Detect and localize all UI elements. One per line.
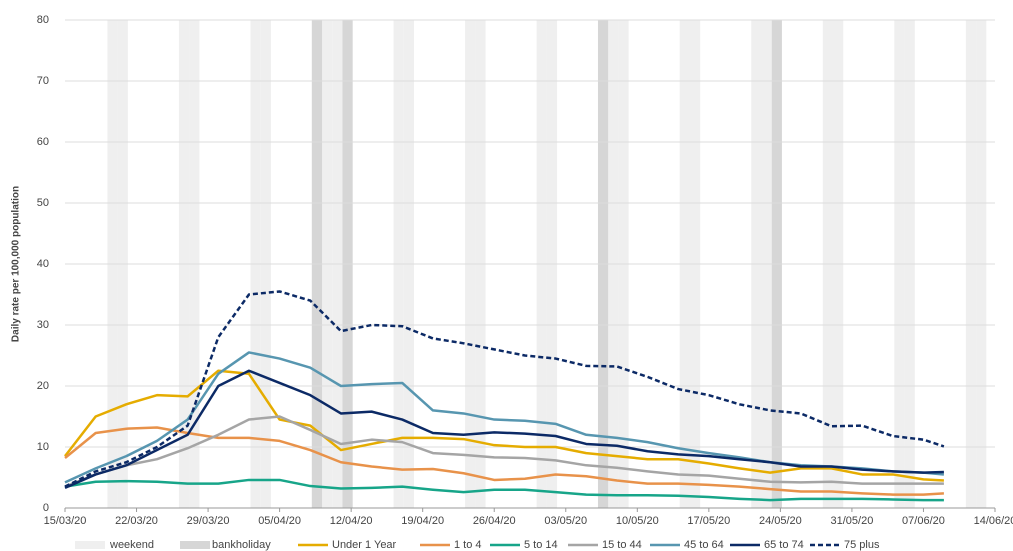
legend-label: 15 to 44 [602,539,642,551]
y-axis-label: Daily rate per 100,000 population [11,186,22,342]
x-tick-label: 10/05/20 [616,515,659,527]
x-tick-label: 24/05/20 [759,515,802,527]
y-tick-label: 40 [37,258,49,270]
x-tick-label: 31/05/20 [831,515,874,527]
legend-label: 1 to 4 [454,539,482,551]
x-tick-label: 19/04/20 [401,515,444,527]
x-tick-label: 26/04/20 [473,515,516,527]
y-tick-label: 70 [37,75,49,87]
y-tick-label: 10 [37,441,49,453]
y-tick-label: 50 [37,197,49,209]
x-tick-label: 12/04/20 [330,515,373,527]
x-tick-label: 07/06/20 [902,515,945,527]
x-tick-label: 14/06/20 [974,515,1013,527]
y-tick-label: 30 [37,319,49,331]
legend-label: 45 to 64 [684,539,724,551]
series-line [64,290,945,488]
y-tick-label: 0 [43,502,49,514]
legend-label: Under 1 Year [332,539,397,551]
x-tick-label: 17/05/20 [687,515,730,527]
x-tick-label: 22/03/20 [115,515,158,527]
legend-swatch [75,541,105,549]
legend-label: bankholiday [212,539,271,551]
legend-label: 65 to 74 [764,539,804,551]
series-line [64,478,944,502]
y-tick-label: 20 [37,380,49,392]
legend-label: 75 plus [844,539,880,551]
x-tick-label: 03/05/20 [544,515,587,527]
legend-label: 5 to 14 [524,539,558,551]
x-tick-label: 15/03/20 [44,515,87,527]
x-tick-label: 05/04/20 [258,515,301,527]
legend-label: weekend [109,539,154,551]
y-tick-label: 60 [37,136,49,148]
series-line [64,369,944,482]
series-line [64,369,944,490]
legend-swatch [180,541,210,549]
y-tick-label: 80 [37,14,49,26]
series-line [64,415,944,488]
x-tick-label: 29/03/20 [187,515,230,527]
